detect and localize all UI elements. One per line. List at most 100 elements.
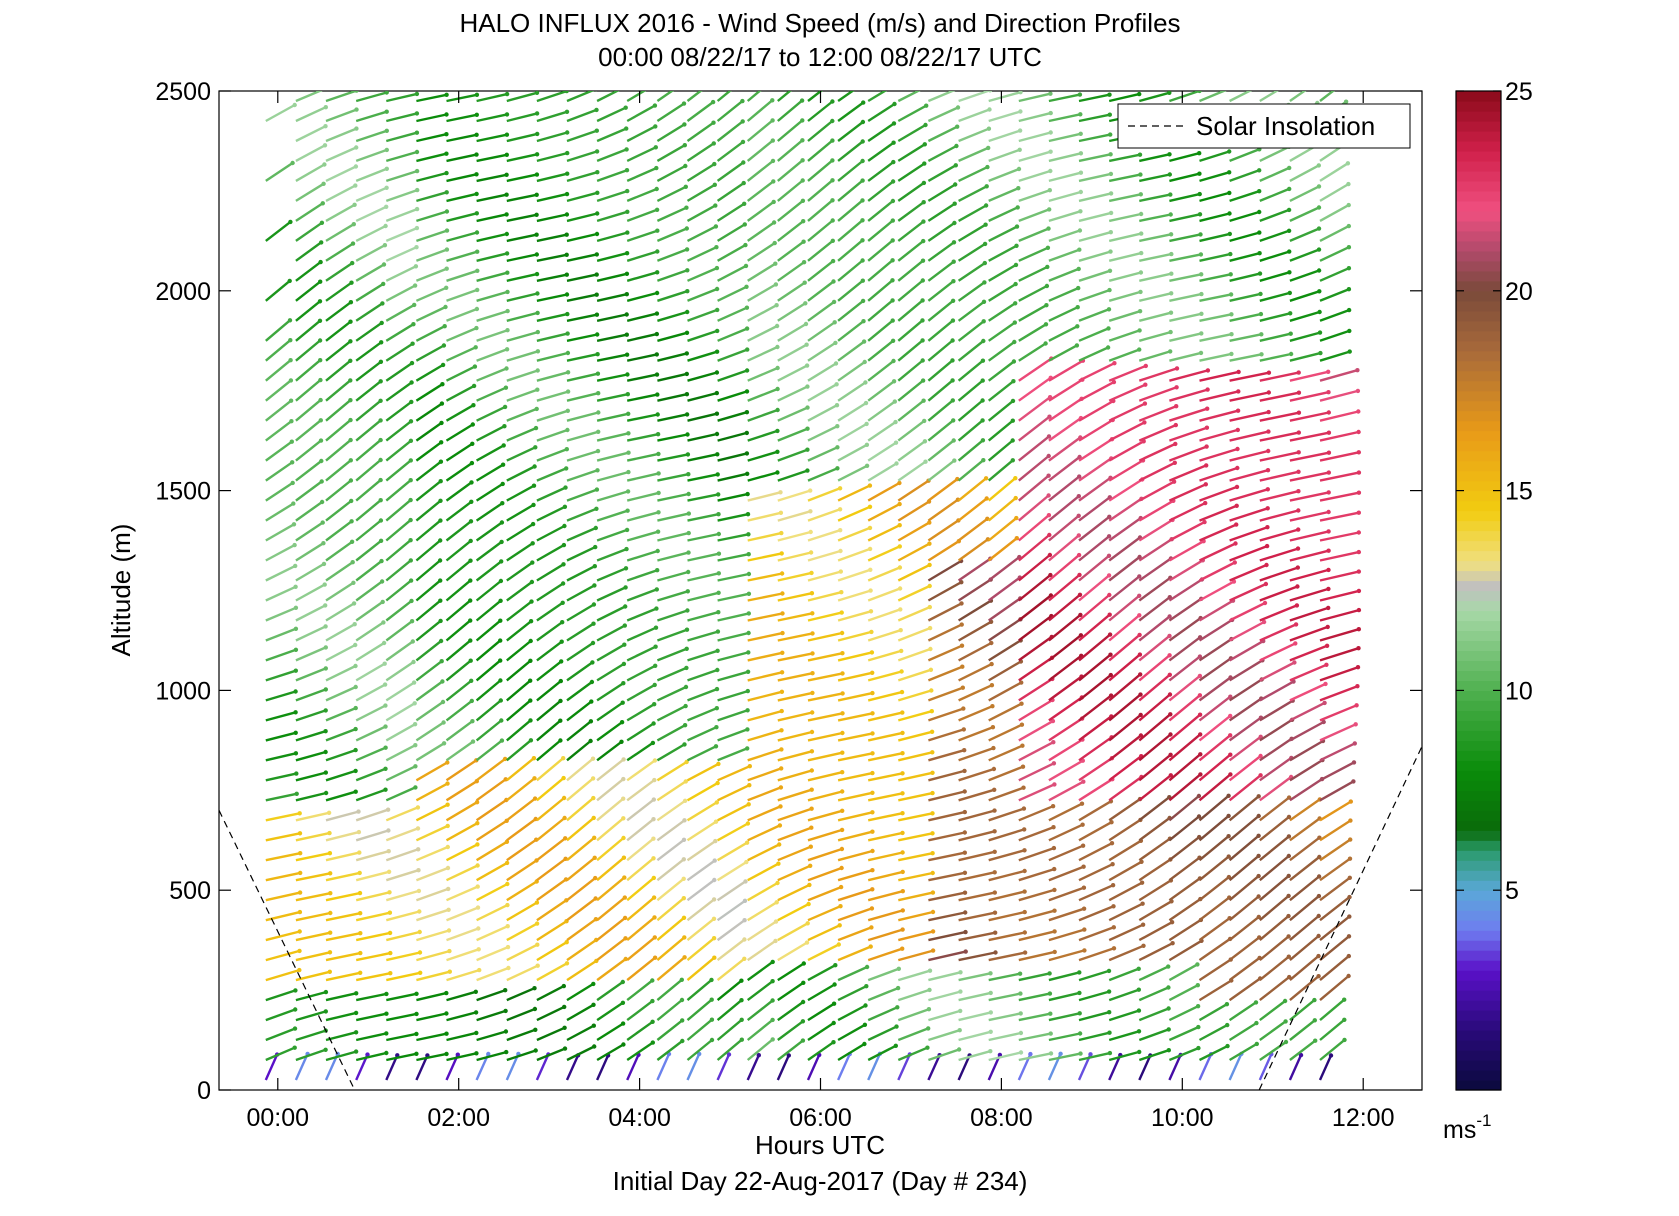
wind-arrow-head xyxy=(863,1003,868,1008)
wind-arrow xyxy=(265,502,294,522)
wind-arrow-head xyxy=(594,107,599,113)
wind-arrow xyxy=(295,182,325,202)
wind-arrow-head xyxy=(807,882,812,888)
wind-arrow-head xyxy=(682,935,687,940)
wind-arrow-head xyxy=(1174,385,1179,390)
wind-arrow xyxy=(325,499,352,522)
wind-arrow-head xyxy=(890,278,895,283)
wind-arrow-head xyxy=(654,331,659,337)
wind-arrow-head xyxy=(358,950,363,956)
wind-arrow xyxy=(687,532,720,542)
wind-arrow xyxy=(506,818,537,842)
wind-arrow xyxy=(1138,330,1171,342)
wind-arrow xyxy=(475,560,502,582)
wind-arrow-head xyxy=(386,828,391,833)
wind-arrow-head xyxy=(650,998,655,1004)
wind-arrow xyxy=(777,99,803,122)
wind-arrow xyxy=(445,365,476,382)
wind-arrow-head xyxy=(681,896,686,901)
wind-arrow xyxy=(1228,1042,1258,1062)
wind-arrow-head xyxy=(655,548,660,554)
wind-arrow-head xyxy=(955,124,960,129)
wind-arrow xyxy=(837,422,868,442)
wind-arrow xyxy=(415,499,442,522)
wind-arrow xyxy=(747,881,779,902)
wind-arrow xyxy=(927,125,958,143)
wind-arrow-head xyxy=(956,1047,962,1052)
wind-arrow xyxy=(325,184,356,202)
wind-arrow xyxy=(686,956,716,982)
wind-arrow xyxy=(988,807,1025,822)
colorbar-segment xyxy=(1456,890,1501,901)
wind-arrow xyxy=(1228,678,1263,702)
wind-arrow-head xyxy=(1355,368,1360,373)
wind-arrow-head xyxy=(505,944,511,950)
wind-arrow xyxy=(536,467,567,482)
wind-arrow xyxy=(1199,352,1232,362)
wind-arrow xyxy=(386,971,421,982)
colorbar-unit-exponent: -1 xyxy=(1476,1111,1491,1130)
wind-arrow-head xyxy=(317,338,323,343)
wind-arrow-head xyxy=(1253,1000,1259,1005)
wind-arrow-head xyxy=(1356,470,1362,475)
colorbar xyxy=(1456,91,1501,1091)
wind-arrow-head xyxy=(860,158,865,164)
colorbar-segment xyxy=(1456,960,1501,971)
wind-arrow xyxy=(415,619,442,642)
wind-arrow-head xyxy=(989,661,994,667)
wind-arrow-head xyxy=(1225,1043,1230,1049)
wind-arrow xyxy=(355,580,383,602)
colorbar-tick-label: 25 xyxy=(1505,78,1533,106)
wind-arrow xyxy=(1289,875,1320,902)
wind-arrow-head xyxy=(1076,533,1082,538)
wind-arrow-head xyxy=(773,938,778,944)
wind-arrow xyxy=(355,148,388,163)
wind-arrow xyxy=(1078,93,1110,103)
wind-arrow xyxy=(1078,1051,1111,1062)
wind-arrow xyxy=(657,531,689,542)
wind-arrow-head xyxy=(870,829,875,834)
wind-arrow xyxy=(717,765,751,782)
wind-arrow xyxy=(566,129,598,143)
colorbar-segment xyxy=(1456,480,1501,492)
wind-arrow-head xyxy=(1169,251,1174,257)
wind-arrow xyxy=(837,811,873,822)
wind-arrow xyxy=(867,380,895,402)
wind-arrow xyxy=(777,240,805,262)
wind-arrow xyxy=(1138,480,1175,502)
colorbar-segment xyxy=(1456,520,1501,532)
wind-arrow xyxy=(807,425,838,442)
colorbar-segment xyxy=(1456,770,1501,781)
wind-arrow-head xyxy=(684,330,690,335)
wind-arrow xyxy=(747,651,783,662)
wind-arrow-head xyxy=(713,744,719,749)
wind-arrow-head xyxy=(353,789,358,794)
wind-arrow xyxy=(1259,166,1290,182)
wind-arrow xyxy=(445,780,478,802)
wind-arrow xyxy=(897,1027,929,1042)
wind-arrow-head xyxy=(899,669,904,674)
wind-arrow xyxy=(1289,915,1320,942)
wind-arrow xyxy=(1078,327,1109,342)
wind-arrow-head xyxy=(1197,654,1203,659)
wind-arrow-head xyxy=(682,955,687,960)
wind-arrow xyxy=(1319,935,1350,962)
wind-arrow-head xyxy=(323,729,328,734)
wind-arrow xyxy=(837,121,864,142)
wind-arrow xyxy=(506,901,538,922)
wind-arrow-head xyxy=(625,372,630,377)
wind-arrow xyxy=(717,411,748,422)
wind-arrow-head xyxy=(983,476,989,481)
wind-arrow-head xyxy=(1197,712,1203,717)
wind-arrow-head xyxy=(679,997,685,1003)
wind-arrow-head xyxy=(833,361,839,366)
wind-arrow-head xyxy=(565,408,570,413)
wind-arrow-head xyxy=(413,785,418,790)
wind-arrow-head xyxy=(653,124,658,129)
wind-arrow-head xyxy=(470,739,476,744)
wind-arrow-head xyxy=(323,105,328,110)
wind-arrow xyxy=(385,400,413,422)
wind-arrow xyxy=(355,704,386,722)
wind-arrow-head xyxy=(831,1040,836,1045)
wind-arrow xyxy=(265,606,297,622)
